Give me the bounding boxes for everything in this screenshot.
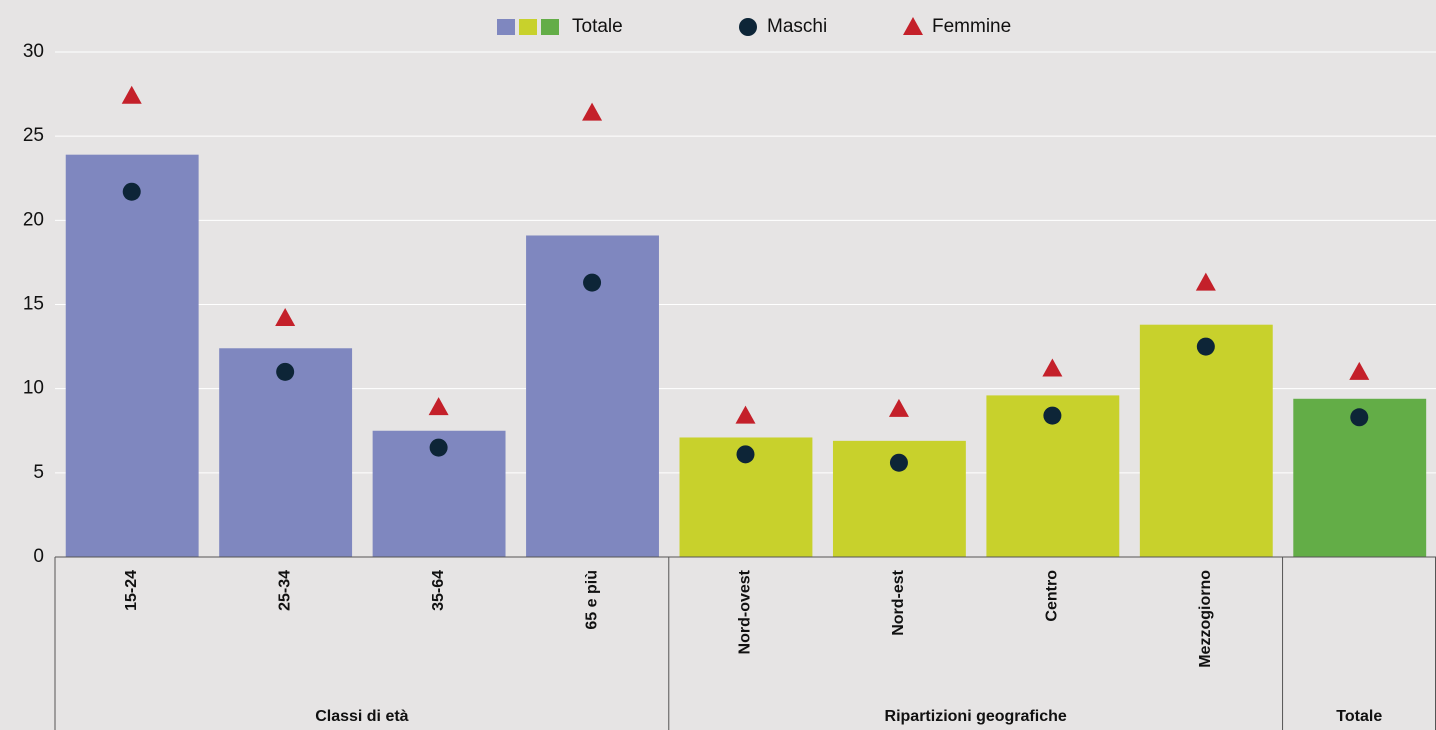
femmine-marker	[428, 397, 449, 416]
femmine-marker	[275, 307, 296, 326]
x-tick-label: 15-24	[123, 570, 140, 611]
group-label: Ripartizioni geografiche	[885, 708, 1067, 725]
legend-label: Femmine	[932, 16, 1011, 37]
femmine-marker	[888, 398, 909, 417]
legend-label: Totale	[572, 16, 623, 37]
legend-swatch	[739, 18, 757, 36]
femmine-marker	[582, 102, 603, 121]
group-label: Totale	[1336, 708, 1382, 725]
legend-label: Maschi	[767, 16, 827, 37]
y-tick-label: 25	[23, 125, 44, 146]
y-tick-label: 5	[33, 462, 44, 483]
group-label: Classi di età	[315, 708, 408, 725]
maschi-marker	[1043, 406, 1062, 425]
femmine-marker	[1042, 358, 1063, 377]
femmine-marker	[121, 85, 142, 104]
femmine-marker	[735, 405, 756, 424]
y-tick-label: 15	[23, 294, 44, 315]
femmine-marker	[1195, 272, 1216, 291]
bar	[219, 348, 353, 557]
y-tick-label: 20	[23, 209, 44, 230]
legend-swatch	[497, 19, 515, 35]
maschi-marker	[1196, 337, 1215, 356]
maschi-marker	[889, 453, 908, 472]
x-tick-label: Nord-est	[890, 569, 907, 635]
x-tick-label: Mezzogiorno	[1197, 570, 1214, 668]
femmine-marker	[1349, 361, 1370, 380]
x-tick-label: Centro	[1044, 570, 1061, 622]
y-tick-label: 10	[23, 378, 44, 399]
legend-swatch	[519, 19, 537, 35]
x-tick-label: 25-34	[276, 570, 293, 611]
x-tick-label: Nord-ovest	[737, 569, 754, 654]
maschi-marker	[736, 445, 755, 464]
maschi-marker	[583, 273, 602, 292]
y-tick-label: 0	[33, 546, 44, 567]
maschi-marker	[276, 362, 295, 381]
legend-swatch	[903, 17, 923, 35]
maschi-marker	[1350, 408, 1369, 427]
x-tick-label: 65 e più	[583, 570, 600, 630]
y-tick-label: 30	[23, 41, 44, 62]
bar	[1139, 324, 1273, 557]
legend-swatch	[541, 19, 559, 35]
maschi-marker	[122, 182, 141, 201]
bar	[65, 154, 199, 557]
maschi-marker	[429, 438, 448, 457]
x-tick-label: 35-64	[430, 570, 447, 611]
